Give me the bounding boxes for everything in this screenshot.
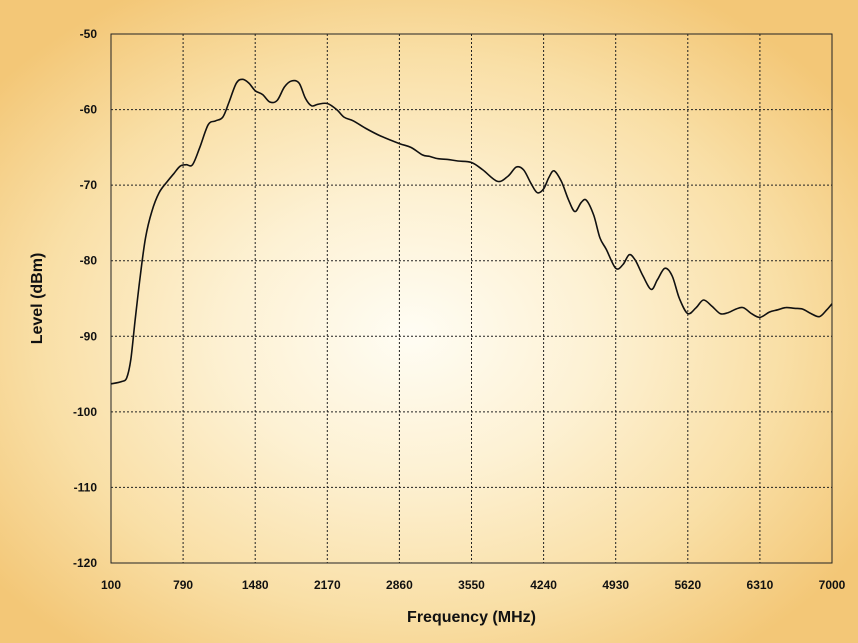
grid [111,34,832,563]
x-tick-label: 100 [101,578,121,592]
y-tick-label: -120 [73,556,97,570]
x-tick-label: 4930 [602,578,629,592]
y-tick-label: -100 [73,405,97,419]
series-line-level [110,78,833,385]
x-tick-label: 5620 [674,578,701,592]
y-tick-label: -90 [80,329,98,343]
x-axis-title: Frequency (MHz) [407,609,536,626]
x-tick-label: 2860 [386,578,413,592]
x-tick-label: 6310 [747,578,774,592]
y-tick-label: -50 [80,27,98,41]
y-tick-label: -110 [74,480,98,494]
x-tick-label: 7000 [819,578,846,592]
x-tick-label: 3550 [458,578,485,592]
y-axis-ticks: -50 -60 -70 -80 -90 -100 -110 -120 [73,27,97,570]
x-tick-label: 790 [173,578,193,592]
x-axis-ticks: 100 790 1480 2170 2860 3550 4240 4930 5620 6310 70… [101,578,846,592]
y-tick-label: -70 [80,178,98,192]
x-tick-label: 2170 [314,578,341,592]
x-tick-label: 1480 [242,578,269,592]
y-axis-title: Level (dBm) [29,253,46,345]
x-tick-label: 4240 [530,578,557,592]
y-tick-label: -60 [80,103,98,117]
y-tick-label: -80 [80,254,98,268]
